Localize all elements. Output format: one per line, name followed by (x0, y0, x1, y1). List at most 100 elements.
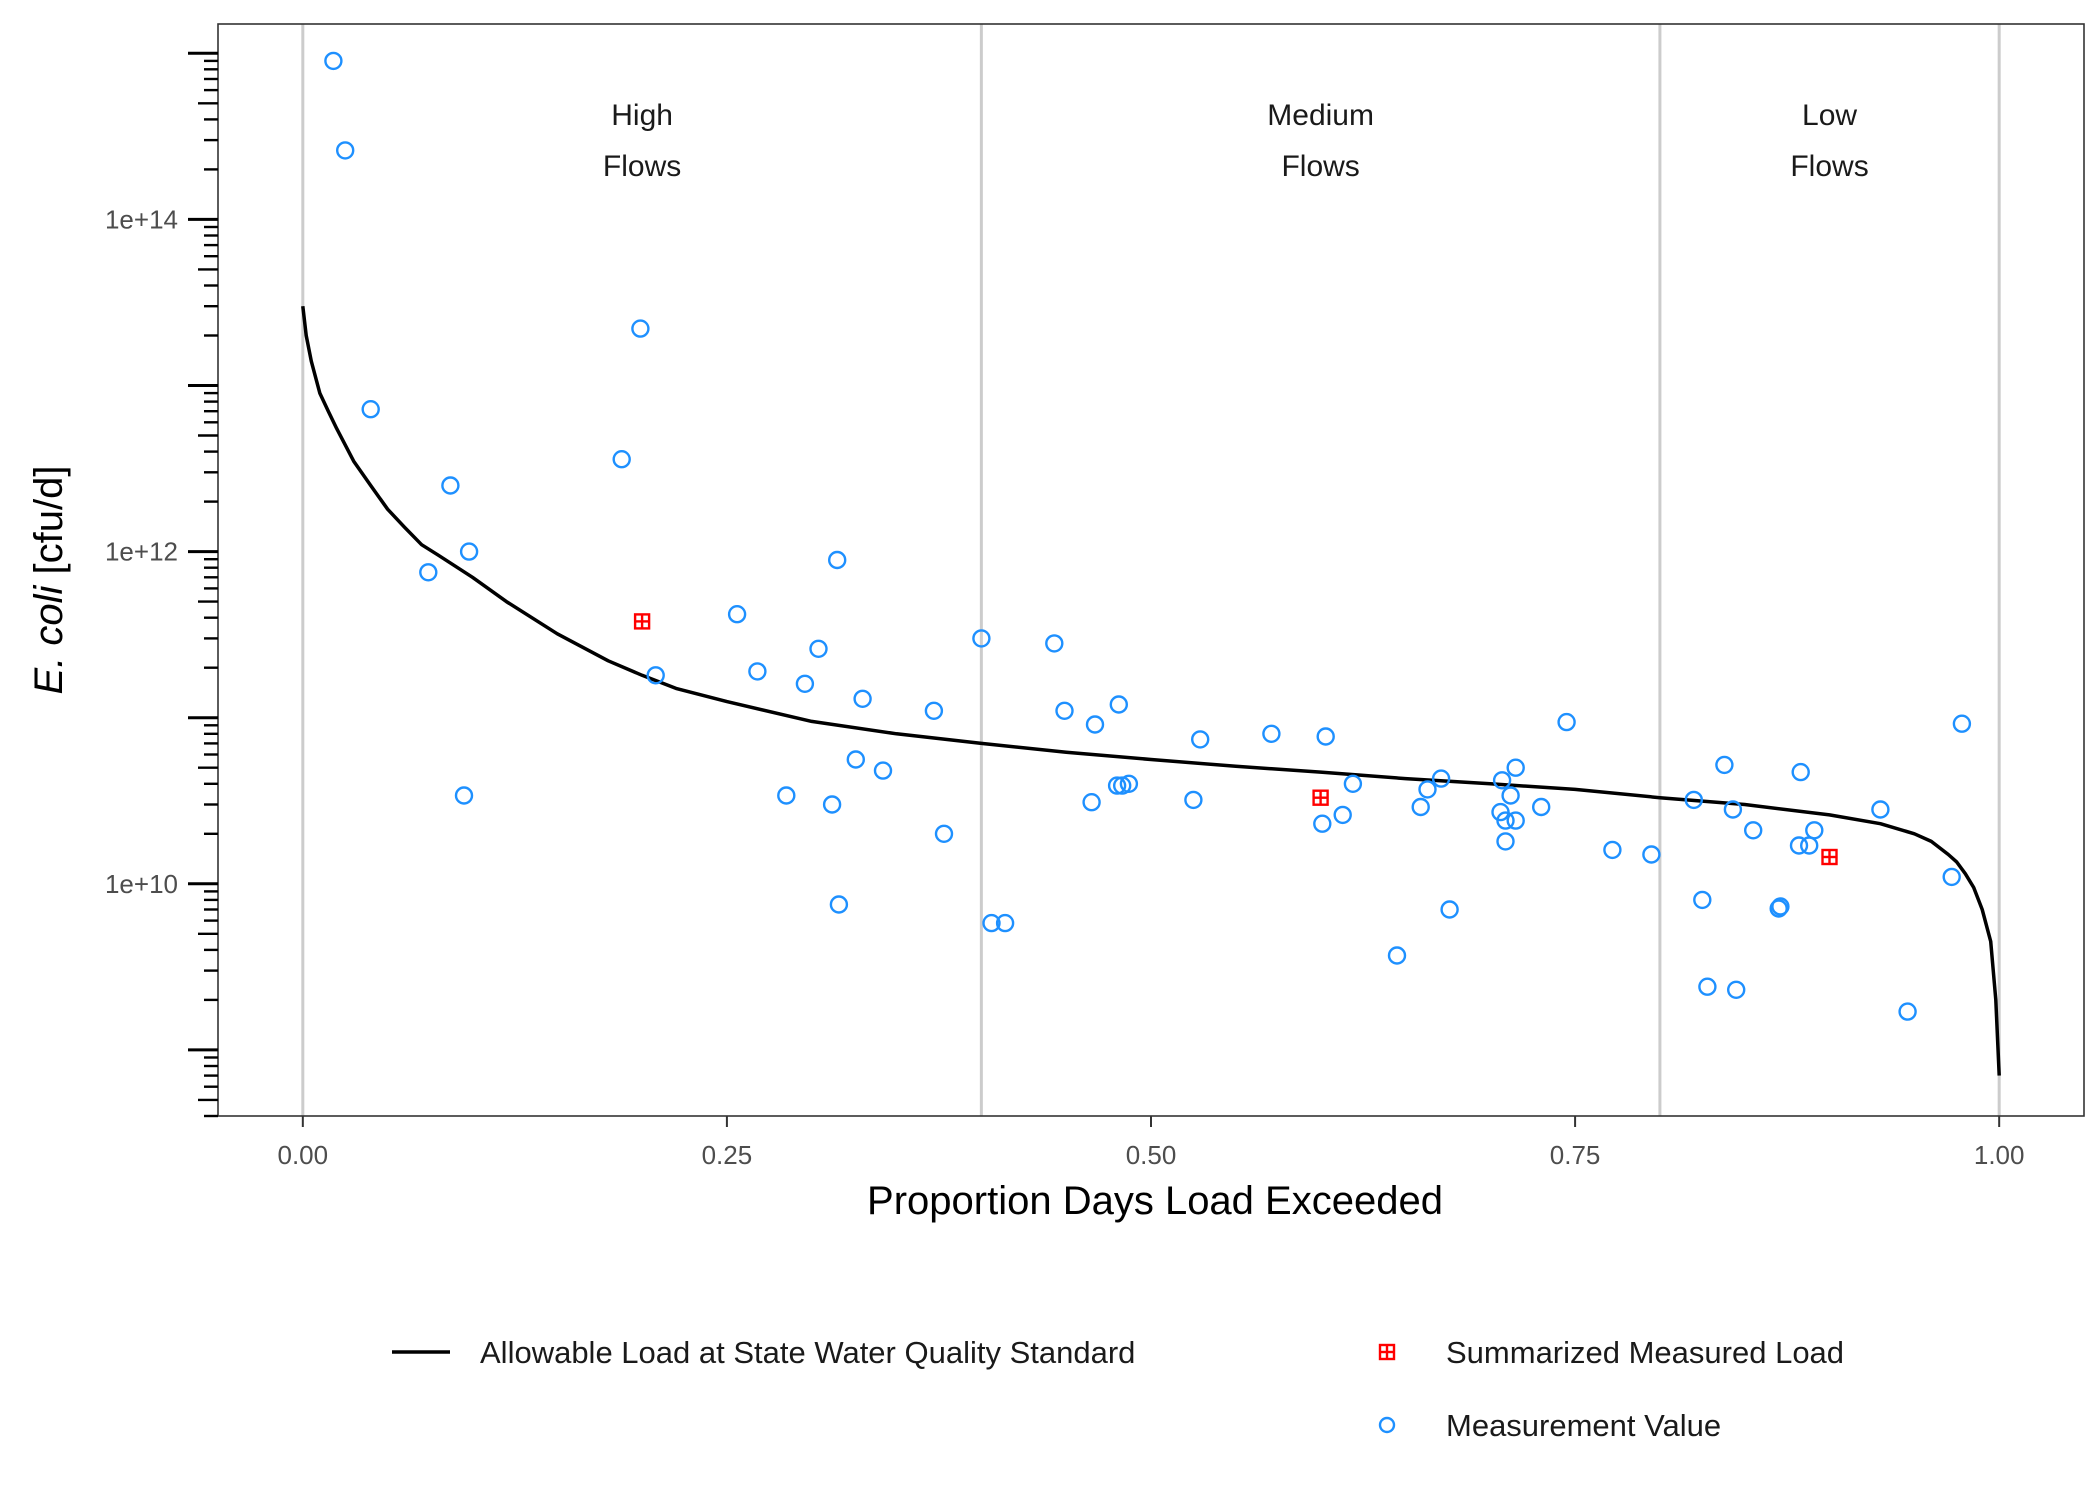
measurement-point (1313, 814, 1332, 833)
measurement-point (1343, 774, 1363, 793)
measurement-point (1603, 840, 1622, 860)
measurement-point (727, 605, 747, 624)
measurement-point (1789, 836, 1809, 855)
measurement-point (982, 913, 1001, 933)
measurement-point (1109, 695, 1129, 714)
measurement-point (1898, 1002, 1917, 1021)
band-label-1-line2: Flows (1281, 150, 1359, 183)
measurement-point (995, 913, 1015, 933)
allowable-load-curve (301, 305, 2001, 1076)
measurement-point (1045, 634, 1064, 653)
measurement-point (1952, 714, 1972, 733)
legend-label-allowable-load: Allowable Load at State Water Quality St… (480, 1335, 1135, 1370)
measurement-point (631, 319, 650, 338)
x-tick-label: 0.00 (278, 1140, 329, 1170)
measurement-point (1440, 900, 1459, 919)
measurement-point (1262, 724, 1281, 743)
measurement-point (829, 895, 849, 914)
measurement-point (361, 400, 380, 419)
measurement-point (1418, 780, 1437, 799)
measurement-point (853, 689, 872, 708)
measurement-point (873, 761, 893, 780)
y-axis-title-unit: [cfu/d] (27, 466, 71, 586)
band-label-0-line1: High (611, 99, 673, 132)
y-tick-label: 1e+12 (105, 537, 178, 567)
measurement-point (1190, 730, 1210, 749)
measurement-point (1698, 977, 1717, 996)
summary-marker (1821, 848, 1838, 866)
measurement-point (1387, 946, 1407, 965)
measurement-point (1642, 845, 1661, 864)
measurement-point (795, 674, 815, 693)
measurement-point (1085, 715, 1105, 734)
measurement-point (1942, 867, 1961, 887)
flow-band-labels: High Flows Medium Flows Low Flows (603, 99, 1869, 183)
summary-markers (633, 613, 1838, 866)
measurement-point (1333, 805, 1352, 825)
measurement-point (1771, 897, 1790, 916)
measurement-point (1506, 758, 1525, 777)
measurement-point (419, 563, 438, 582)
measurement-point (1431, 769, 1451, 788)
measurement-point (336, 141, 355, 160)
y-tick-label: 1e+10 (105, 869, 178, 899)
measurement-point (822, 795, 842, 814)
measurement-point (924, 701, 944, 720)
x-axis-title: Proportion Days Load Exceeded (867, 1179, 1443, 1223)
x-axis: 0.00 0.25 0.50 0.75 1.00 (278, 1116, 2025, 1170)
measurement-point (1107, 776, 1127, 795)
measurement-point (1411, 797, 1430, 817)
x-tick-label: 1.00 (1974, 1140, 2025, 1170)
measurement-point (972, 629, 991, 648)
measurement-point (1769, 899, 1788, 918)
measurement-point (777, 786, 796, 805)
legend: Allowable Load at State Water Quality St… (392, 1335, 1844, 1443)
measurement-point (646, 666, 665, 685)
y-axis-title: E. coli [cfu/d] (27, 466, 71, 695)
x-tick-label: 0.75 (1550, 1140, 1601, 1170)
legend-label-summarized-load: Summarized Measured Load (1446, 1335, 1844, 1370)
measurement-point (324, 51, 343, 71)
allowable-load-curve-layer (301, 305, 2001, 1076)
measurement-points (324, 51, 1972, 1021)
measurement-point (1871, 800, 1890, 819)
legend-label-measurement: Measurement Value (1446, 1408, 1721, 1443)
measurement-point (809, 639, 828, 658)
measurement-point (1082, 793, 1101, 812)
y-axis-title-organism: E. coli (27, 584, 71, 694)
measurement-point (1715, 755, 1734, 775)
band-label-0-line2: Flows (603, 150, 681, 183)
x-tick-label: 0.50 (1126, 1140, 1177, 1170)
measurement-point (441, 476, 460, 495)
legend-key-measurement (1378, 1416, 1396, 1434)
measurement-point (1723, 800, 1743, 819)
measurement-point (1684, 790, 1704, 810)
measurement-point (1316, 727, 1335, 746)
measurement-point (1055, 701, 1074, 720)
measurement-point (846, 750, 865, 769)
y-axis: 1e+10 1e+12 1e+14 (105, 51, 218, 1118)
measurement-point (1743, 821, 1763, 840)
measurement-point (1184, 790, 1203, 810)
measurement-point (1805, 821, 1824, 840)
measurement-point (828, 550, 847, 570)
legend-key-summarized-load (1378, 1343, 1396, 1361)
measurement-point (1501, 786, 1520, 805)
flow-band-lines (301, 24, 2001, 1116)
measurement-point (1531, 797, 1551, 817)
measurement-point (1726, 980, 1746, 999)
measurement-point (1496, 811, 1515, 830)
summary-marker (1312, 789, 1329, 806)
measurement-point (1557, 712, 1576, 732)
summary-marker (633, 613, 651, 630)
y-tick-label: 1e+14 (105, 204, 178, 234)
band-label-1-line1: Medium (1267, 99, 1374, 132)
measurement-point (934, 824, 954, 843)
measurement-point (748, 662, 767, 681)
measurement-point (1693, 890, 1712, 910)
measurement-point (612, 450, 631, 469)
x-tick-label: 0.25 (702, 1140, 753, 1170)
measurement-point (1506, 811, 1525, 830)
measurement-point (459, 542, 479, 561)
